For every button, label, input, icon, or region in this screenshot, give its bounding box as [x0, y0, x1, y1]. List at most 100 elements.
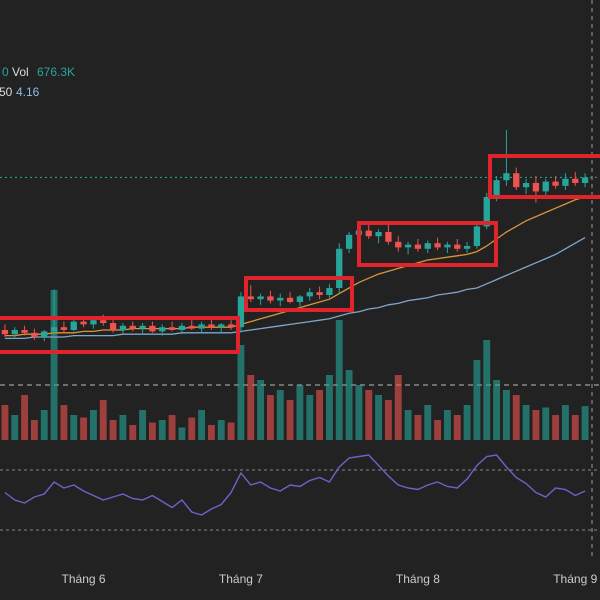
candle-body — [31, 332, 38, 337]
candle-body — [375, 232, 382, 237]
candle-body — [1, 330, 9, 335]
candle-body — [365, 230, 372, 237]
candle-body — [100, 320, 107, 323]
candle-body — [552, 181, 559, 186]
candle-body — [60, 327, 68, 330]
volume-bar — [325, 375, 333, 440]
candle-body — [247, 296, 254, 300]
legend-text: 676.3K — [37, 65, 75, 79]
candle-body — [434, 243, 441, 248]
volume-bar — [404, 410, 412, 440]
volume-bar — [296, 385, 304, 440]
volume-bar — [11, 415, 19, 440]
volume-bar — [355, 385, 363, 440]
candle-body — [188, 325, 195, 329]
candle-body — [129, 325, 136, 329]
volume-bar — [434, 420, 442, 440]
candle-body — [404, 244, 412, 248]
volume-bar — [493, 380, 501, 440]
volume-bar — [561, 405, 569, 440]
volume-bar — [335, 320, 343, 440]
candle-body — [178, 325, 186, 330]
candle-body — [11, 330, 18, 335]
candle-body — [473, 226, 481, 246]
candle-body — [208, 324, 215, 328]
volume-bar — [119, 415, 127, 440]
candle-body — [493, 180, 500, 197]
volume-bar — [1, 405, 9, 440]
volume-bar — [99, 400, 107, 440]
volume-bar — [266, 395, 274, 440]
candle-body — [306, 292, 313, 297]
volume-bar — [512, 395, 520, 440]
volume-bar — [424, 405, 432, 440]
volume-bar — [316, 390, 324, 440]
highlight-box — [244, 276, 354, 312]
volume-bar — [158, 420, 166, 440]
volume-bar — [129, 425, 137, 440]
candle-body — [227, 324, 235, 328]
highlight-box — [488, 154, 600, 199]
legend-text: 4.16 — [16, 85, 40, 99]
volume-bar — [30, 420, 38, 440]
x-tick-label: Tháng 8 — [396, 572, 440, 586]
candle-body — [581, 177, 589, 183]
volume-bar — [552, 415, 560, 440]
volume-bar — [168, 415, 176, 440]
candle-body — [522, 183, 530, 188]
candle-body — [326, 288, 333, 295]
legend-text: Vol — [12, 65, 29, 79]
candle-body — [463, 246, 471, 249]
candle-body — [444, 244, 451, 248]
moving-average-line — [4, 237, 586, 340]
volume-bar — [276, 390, 284, 440]
volume-bar — [198, 410, 206, 440]
volume-bar — [139, 410, 147, 440]
candle-body — [198, 324, 205, 329]
volume-bar — [463, 405, 471, 440]
volume-bar — [394, 375, 402, 440]
volume-bar — [384, 400, 392, 440]
candle-body — [41, 331, 48, 337]
legend-text: 0 — [2, 65, 9, 79]
candle-body — [385, 232, 392, 242]
volume-bar — [237, 345, 245, 440]
volume-bar — [532, 410, 540, 440]
highlight-box — [357, 221, 498, 267]
volume-bar — [502, 390, 510, 440]
candle-body — [109, 323, 117, 330]
volume-bar — [443, 410, 451, 440]
candle-body — [345, 234, 353, 249]
volume-bar — [80, 417, 88, 440]
volume-bar — [522, 405, 530, 440]
volume-bar — [217, 420, 225, 440]
volume-bar — [89, 410, 97, 440]
volume-bar — [50, 290, 58, 440]
volume-bar — [571, 415, 579, 440]
candle-body — [513, 173, 520, 188]
volume-bar — [345, 370, 353, 440]
candle-body — [21, 330, 28, 333]
candle-body — [257, 296, 264, 300]
candle-body — [572, 178, 579, 183]
volume-bar — [375, 395, 383, 440]
plot: Tháng 6 Tháng 7 Tháng 8 Tháng 9 — [0, 129, 600, 586]
candle-body — [454, 244, 461, 249]
volume-bar — [70, 415, 78, 440]
candle-body — [267, 296, 274, 301]
candle-body — [414, 244, 422, 249]
highlight-box — [0, 316, 240, 354]
volume-bar — [473, 360, 481, 440]
x-tick-label: Tháng 7 — [219, 572, 263, 586]
volume-bar — [257, 380, 265, 440]
rsi-line — [4, 454, 586, 516]
candle-body — [542, 181, 549, 192]
candle-body — [90, 320, 97, 325]
candle-body — [483, 197, 490, 227]
x-tick-label: Tháng 6 — [62, 572, 106, 586]
volume-bar — [40, 410, 48, 440]
volume-bar — [581, 406, 589, 440]
volume-bar — [453, 415, 461, 440]
volume-bar — [178, 427, 186, 440]
candle-body — [532, 183, 540, 192]
